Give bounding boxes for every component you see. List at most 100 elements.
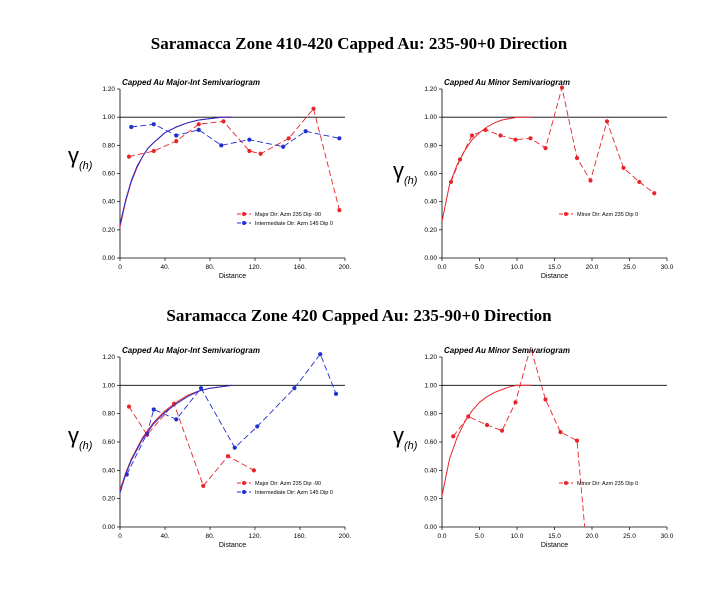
data-point xyxy=(513,137,518,142)
y-tick-label: 1.00 xyxy=(102,382,115,389)
x-tick-label: 30.0 xyxy=(661,264,674,271)
data-point xyxy=(258,151,263,156)
data-point xyxy=(174,417,179,422)
data-point xyxy=(219,143,224,148)
y-tick-label: 0.00 xyxy=(102,524,115,531)
y-tick-label: 1.00 xyxy=(102,114,115,121)
x-tick-label: 80. xyxy=(205,533,214,540)
data-point xyxy=(232,445,237,450)
chart-panel-4: 0.00 0.20 0.40 0.60 0.80 1.00 1.20 0.0 5.0 10.0 15… xyxy=(393,346,674,549)
data-point xyxy=(558,429,563,435)
chart-panel-2: 0.00 0.20 0.40 0.60 0.80 1.00 1.20 0.0 5.0 10.0 15… xyxy=(393,78,674,280)
x-axis-label: Distance xyxy=(541,542,568,549)
legend-marker xyxy=(242,490,246,494)
x-tick-label: 5.0 xyxy=(475,533,484,540)
data-point xyxy=(574,438,580,443)
x-tick-label: 30.0 xyxy=(661,533,674,540)
data-point xyxy=(637,179,642,185)
x-tick-label: 0.0 xyxy=(437,264,446,271)
legend-entry: Minor Dir: Azm 235 Dip 0 xyxy=(577,481,638,487)
legend-entry: Major Dir: Azm 235 Dip -90 xyxy=(255,212,321,218)
y-tick-label: 1.20 xyxy=(424,86,437,93)
y-tick-label: 1.20 xyxy=(102,354,115,361)
x-tick-label: 0 xyxy=(118,533,122,540)
y-tick-label: 0.80 xyxy=(102,142,115,149)
data-point xyxy=(318,352,323,357)
model-curve-red xyxy=(442,384,532,496)
x-axis-label: Distance xyxy=(219,542,246,549)
x-tick-label: 80. xyxy=(205,264,214,271)
data-point xyxy=(333,391,339,396)
model-curve-blue xyxy=(120,116,233,225)
data-point xyxy=(559,85,565,90)
legend-marker xyxy=(242,212,246,216)
data-point xyxy=(196,122,201,127)
panel-title: Capped Au Major-Int Semivariogram xyxy=(122,346,260,355)
y-tick-label: 0.00 xyxy=(424,524,437,531)
x-tick-label: 5.0 xyxy=(475,264,484,271)
x-tick-label: 0.0 xyxy=(437,533,446,540)
x-tick-label: 120. xyxy=(249,264,262,271)
y-tick-label: 0.40 xyxy=(424,199,437,206)
data-point xyxy=(303,129,308,134)
legend-marker xyxy=(242,481,246,485)
data-point xyxy=(528,136,533,141)
data-point xyxy=(225,454,231,459)
y-axis-label: γ(h) xyxy=(393,158,418,187)
y-tick-label: 0.80 xyxy=(424,142,437,149)
legend-entry: Intermediate Dir: Azm 145 Dip 0 xyxy=(255,490,333,496)
data-point xyxy=(543,397,548,402)
x-tick-label: 160. xyxy=(294,533,307,540)
data-point xyxy=(198,386,204,391)
chart-panel-1: 0.00 0.20 0.40 0.60 0.80 1.00 1.20 0 40. 80. 120. 1… xyxy=(68,78,352,280)
y-tick-label: 1.00 xyxy=(424,114,437,121)
data-point xyxy=(543,146,548,151)
legend-marker xyxy=(564,481,568,485)
y-tick-label: 0.60 xyxy=(102,171,115,178)
y-axis-label: γ(h) xyxy=(393,423,418,452)
x-tick-label: 200. xyxy=(339,264,352,271)
data-point xyxy=(129,124,134,130)
x-tick-label: 25.0 xyxy=(623,533,636,540)
legend-marker xyxy=(242,221,246,225)
x-tick-label: 200. xyxy=(339,533,352,540)
data-point xyxy=(126,154,132,159)
data-point xyxy=(574,155,580,161)
y-tick-label: 0.00 xyxy=(424,255,437,262)
data-point xyxy=(201,483,206,489)
data-point xyxy=(621,165,626,170)
y-tick-label: 0.60 xyxy=(102,439,115,446)
y-tick-label: 0.20 xyxy=(424,496,437,503)
y-tick-label: 0.20 xyxy=(102,496,115,503)
figure-title-top: Saramacca Zone 410-420 Capped Au: 235-90… xyxy=(150,34,568,53)
data-point xyxy=(174,133,179,138)
y-tick-label: 0.80 xyxy=(424,411,437,418)
data-point xyxy=(604,119,610,124)
x-tick-label: 40. xyxy=(160,264,169,271)
data-point xyxy=(484,422,490,428)
data-point xyxy=(652,191,657,196)
y-tick-label: 0.60 xyxy=(424,439,437,446)
x-tick-label: 120. xyxy=(249,533,262,540)
data-point xyxy=(247,148,252,154)
legend-entry: Major Dir: Azm 235 Dip -90 xyxy=(255,481,321,487)
data-point xyxy=(337,208,342,213)
model-curve-red xyxy=(120,384,233,491)
data-point xyxy=(221,119,226,124)
legend-entry: Minor Dir: Azm 235 Dip 0 xyxy=(577,212,638,218)
x-tick-label: 10.0 xyxy=(511,264,524,271)
data-point xyxy=(251,468,256,473)
experimental-line-blue xyxy=(126,353,337,475)
experimental-line-red xyxy=(452,349,586,527)
model-curve-blue xyxy=(120,384,233,494)
x-tick-label: 20.0 xyxy=(586,533,599,540)
y-tick-label: 0.60 xyxy=(424,171,437,178)
data-point xyxy=(498,133,503,138)
data-point xyxy=(126,404,132,409)
data-point xyxy=(499,428,505,433)
y-tick-label: 0.00 xyxy=(102,255,115,262)
data-point xyxy=(469,133,475,138)
y-tick-label: 0.20 xyxy=(424,227,437,234)
x-axis-label: Distance xyxy=(541,273,568,280)
experimental-line-blue xyxy=(131,123,340,148)
